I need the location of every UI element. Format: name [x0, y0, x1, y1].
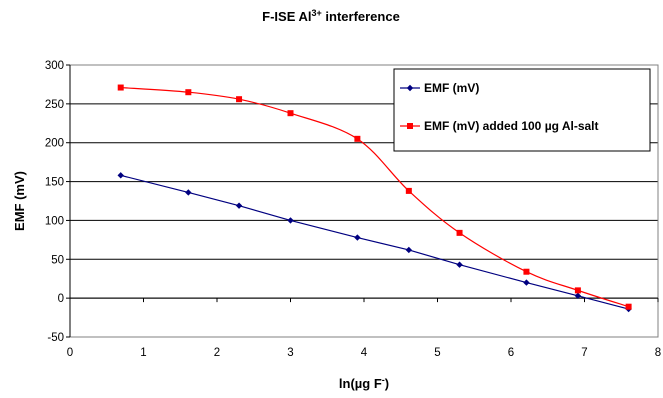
data-point [456, 261, 463, 268]
chart-title-suffix: interference [322, 9, 400, 24]
legend-label: EMF (mV) [424, 81, 479, 95]
x-tick-label: 3 [287, 347, 293, 359]
legend-swatch-marker [407, 123, 413, 129]
y-tick-label: 0 [58, 293, 64, 305]
data-point [456, 229, 463, 236]
x-tick-label: 7 [581, 347, 587, 359]
data-point [235, 202, 243, 209]
x-axis-label-suffix: ) [385, 376, 389, 391]
data-point [574, 287, 581, 294]
x-axis-label-main: ln(µg F [339, 376, 382, 391]
data-point [405, 187, 412, 194]
series-layer [117, 84, 632, 313]
legend-box [393, 68, 651, 152]
legend-label: EMF (mV) added 100 µg Al-salt [424, 119, 599, 133]
data-point [117, 172, 124, 179]
x-tick-label: 2 [214, 347, 220, 359]
x-tick-label: 1 [140, 347, 146, 359]
legend-item-1: EMF (mV) [400, 81, 479, 95]
data-point [287, 217, 294, 224]
data-point [117, 84, 124, 91]
y-tick-label: 100 [45, 215, 64, 227]
chart-title-main: F-ISE Al [262, 9, 311, 24]
x-tick-label: 8 [655, 347, 661, 359]
x-tick-label: 0 [67, 347, 73, 359]
data-point [354, 135, 361, 142]
chart-title-superscript: 3+ [312, 8, 322, 18]
chart-title: F-ISE Al3+ interference [262, 8, 400, 24]
series-line [120, 174, 629, 310]
data-point [523, 279, 530, 286]
legend-item-2: EMF (mV) added 100 µg Al-salt [400, 119, 599, 133]
x-tick-label: 6 [508, 347, 514, 359]
y-axis-label: EMF (mV) [12, 171, 27, 231]
series-1 [117, 172, 632, 313]
legend: EMF (mV) EMF (mV) added 100 µg Al-salt [393, 68, 651, 152]
data-point [185, 89, 192, 96]
data-point [287, 110, 294, 117]
data-point [354, 234, 361, 241]
data-point [574, 292, 582, 300]
data-point [625, 303, 632, 310]
y-tick-label: 300 [45, 60, 64, 72]
series-line [120, 86, 629, 308]
y-tick-label: 250 [45, 99, 64, 111]
y-tick-label: 50 [51, 254, 64, 266]
x-tick-label: 4 [361, 347, 368, 359]
x-tick-label: 5 [434, 347, 440, 359]
y-tick-label: 200 [45, 138, 64, 150]
data-point [236, 96, 243, 103]
y-tick-label: 150 [45, 177, 64, 189]
x-axis-label-superscript: - [382, 375, 385, 385]
data-point [185, 189, 192, 196]
legend-swatch-marker [406, 84, 414, 92]
data-point [523, 268, 530, 275]
data-point [405, 246, 413, 254]
x-axis-label: ln(µg F-) [339, 375, 389, 391]
series-2 [117, 84, 632, 310]
y-tick-label: -50 [47, 332, 64, 344]
